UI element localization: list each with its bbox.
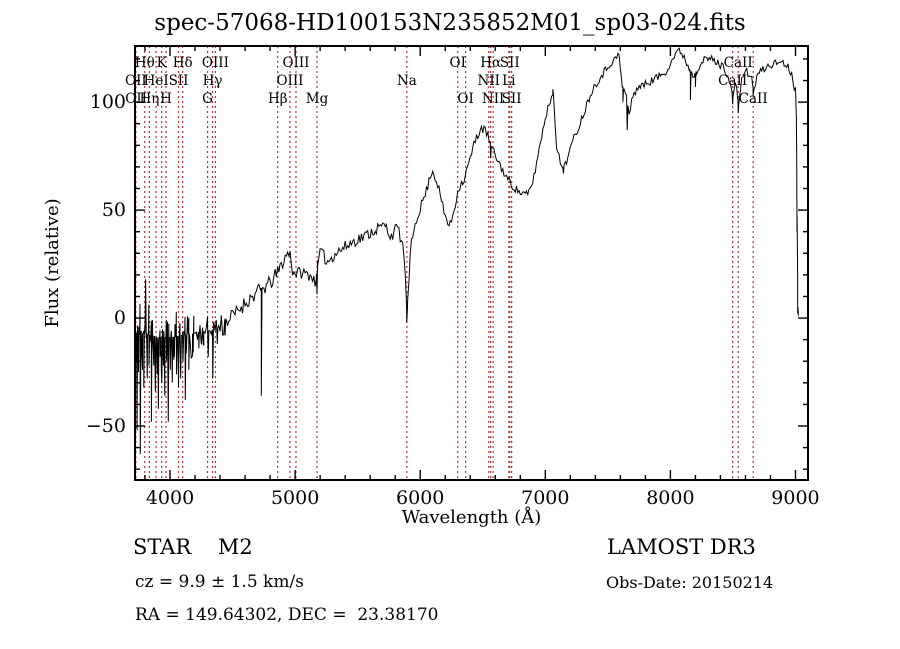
line-label-G: G	[202, 91, 213, 107]
line-label-SII: SII	[500, 55, 520, 71]
line-label-K: K	[157, 55, 168, 71]
cz-velocity-label: cz = 9.9 ± 1.5 km/s	[135, 572, 304, 592]
spectrum-curve	[135, 47, 799, 455]
line-label-CaII: CaII	[718, 73, 747, 89]
line-label-Li: Li	[502, 73, 516, 89]
x-tick-label: 9000	[771, 487, 819, 509]
x-tick-label: 6000	[396, 487, 444, 509]
ra-dec-label: RA = 149.64302, DEC = 23.38170	[135, 605, 439, 625]
line-label-OI: OI	[450, 55, 466, 71]
line-label-CaII: CaII	[724, 55, 753, 71]
object-class-label: STAR M2	[133, 535, 253, 559]
line-label-Hβ: Hβ	[268, 91, 288, 107]
x-tick-label: 7000	[521, 487, 569, 509]
line-label-HeI: HeI	[144, 73, 169, 89]
line-label-Hδ: Hδ	[173, 55, 193, 71]
line-label-OII: OII	[125, 73, 147, 89]
x-tick-label: 8000	[646, 487, 694, 509]
line-label-NII: NII	[482, 91, 504, 107]
y-tick-label: 100	[90, 91, 126, 113]
obs-date-label: Obs-Date: 20150214	[606, 573, 774, 592]
line-label-Na: Na	[397, 73, 417, 89]
line-label-NII: NII	[478, 73, 500, 89]
x-axis-title: Wavelength (Å)	[402, 506, 542, 528]
line-label-OI: OI	[457, 91, 473, 107]
line-label-OIII: OIII	[202, 55, 229, 71]
axes-box	[134, 45, 809, 481]
survey-label: LAMOST DR3	[607, 535, 756, 559]
line-label-Hθ: Hθ	[135, 55, 155, 71]
spectral-line-markers	[135, 46, 754, 480]
line-label-Hη: Hη	[139, 91, 159, 107]
line-label-Hγ: Hγ	[203, 73, 223, 89]
line-label-H: H	[160, 91, 172, 107]
plot-title: spec-57068-HD100153N235852M01_sp03-024.f…	[154, 10, 746, 36]
y-tick-label: 50	[102, 199, 126, 221]
line-label-OIII: OIII	[282, 55, 309, 71]
axis-ticks	[135, 46, 808, 480]
line-label-Mg: Mg	[306, 91, 329, 107]
y-tick-label: 0	[114, 307, 126, 329]
line-label-Hα: Hα	[480, 55, 501, 71]
line-label-CaII: CaII	[739, 91, 768, 107]
x-tick-label: 5000	[271, 487, 319, 509]
y-axis-title: Flux (relative)	[42, 198, 63, 327]
x-tick-label: 4000	[146, 487, 194, 509]
y-tick-label: −50	[86, 415, 126, 437]
line-label-SII: SII	[169, 73, 189, 89]
line-label-OIII: OIII	[276, 73, 303, 89]
line-label-OII: OII	[125, 91, 147, 107]
line-label-SII: SII	[502, 91, 522, 107]
